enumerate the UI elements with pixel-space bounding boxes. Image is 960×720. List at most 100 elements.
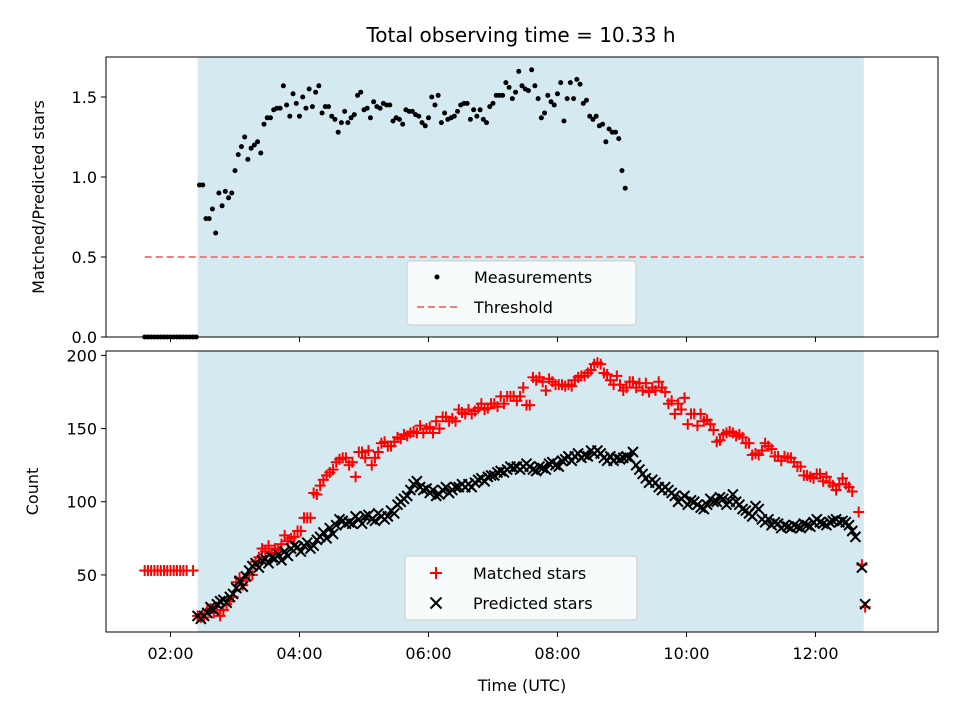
matched-star-point [714, 434, 726, 446]
measurement-point [326, 104, 332, 110]
ratio-y-tick-label: 0.0 [72, 328, 97, 347]
measurement-point [432, 102, 438, 108]
matched-star-point [524, 399, 536, 411]
measurement-point [451, 113, 457, 119]
measurement-point [464, 100, 470, 106]
predicted-star-point [359, 510, 371, 523]
predicted-star-point [201, 607, 213, 619]
measurement-point [419, 120, 425, 126]
x-tick-label: 10:00 [663, 644, 709, 663]
measurement-point [516, 68, 522, 74]
measurement-point [484, 120, 490, 126]
legend-predicted-marker [429, 596, 443, 610]
measurement-point [303, 105, 309, 111]
measurement-point [535, 96, 541, 102]
measurement-point [487, 104, 493, 110]
ratio-y-tick-label: 1.5 [72, 88, 97, 107]
predicted-star-point [846, 525, 858, 537]
measurement-point [506, 84, 512, 90]
matched-star-point [669, 408, 681, 420]
predicted-star-point [694, 501, 707, 514]
matched-star-point [537, 376, 549, 388]
predicted-star-point [256, 554, 268, 566]
predicted-star-point [788, 519, 800, 531]
measurement-point [222, 188, 228, 194]
matched-star-point [427, 427, 439, 439]
measurement-point [490, 100, 496, 106]
matched-star-point [682, 418, 694, 430]
measurement-point [293, 100, 299, 106]
matched-star-point [766, 443, 778, 455]
measurement-point [532, 83, 538, 89]
measurement-point [261, 121, 267, 127]
predicted-star-point [411, 475, 423, 487]
count-y-axis-label: Count [23, 468, 42, 516]
measurement-point [400, 121, 406, 127]
measurement-point [206, 216, 212, 222]
predicted-star-point [856, 561, 868, 574]
predicted-star-point [208, 604, 220, 616]
matched-star-point [837, 472, 849, 484]
matched-star-point [356, 446, 368, 458]
measurement-point [338, 120, 344, 126]
predicted-star-point [678, 490, 691, 502]
measurement-point [245, 156, 251, 162]
ratio-panel: 0.0 0.5 1.0 1.5 Matched/Predicted stars Mea… [29, 56, 939, 347]
predicted-star-point [346, 517, 359, 530]
measurement-points [142, 67, 628, 340]
x-tick-label: 06:00 [405, 644, 451, 663]
count-y-tick-label: 100 [66, 493, 97, 512]
predicted-star-point [307, 539, 320, 552]
measurement-point [242, 134, 248, 140]
predicted-star-point [620, 450, 633, 463]
ratio-legend-box [406, 260, 637, 326]
measurement-point [367, 115, 373, 121]
predicted-star-point [707, 496, 720, 508]
measurement-point [345, 120, 351, 126]
predicted-star-point [301, 537, 313, 549]
matched-star-point [601, 368, 613, 380]
measurement-point [429, 94, 435, 100]
predicted-star-point [282, 550, 294, 562]
matched-star-point [853, 506, 865, 518]
measurement-point [525, 88, 531, 94]
predicted-stars-points [191, 444, 871, 625]
measurement-point [232, 168, 238, 174]
predicted-star-point [427, 484, 439, 496]
predicted-star-point [533, 460, 546, 473]
matched-star-point [311, 488, 323, 500]
legend-threshold-label: Threshold [473, 298, 553, 317]
measurement-point [355, 92, 361, 98]
count-y-tick-label: 200 [66, 346, 97, 365]
measurement-point [619, 168, 625, 174]
measurement-point [471, 107, 477, 113]
measurement-point [480, 116, 486, 122]
measurement-point [300, 94, 306, 100]
predicted-star-point [798, 517, 810, 530]
predicted-star-point [836, 515, 849, 527]
measurement-point [574, 76, 580, 82]
legend-predicted-label: Predicted stars [473, 594, 593, 613]
measurement-point [583, 97, 589, 103]
measurement-point [309, 104, 315, 110]
matched-star-point [279, 529, 291, 541]
measurement-point [425, 115, 431, 121]
measurement-point [564, 96, 570, 102]
predicted-star-point [859, 598, 871, 610]
predicted-star-point [752, 503, 765, 515]
predicted-star-point [324, 522, 336, 534]
measurement-point [580, 100, 586, 106]
measurement-point [371, 99, 377, 105]
matched-star-point [737, 431, 749, 443]
predicted-star-point [388, 507, 401, 520]
matched-star-point [359, 452, 371, 464]
predicted-star-point [449, 481, 462, 493]
ratio-y-tick-label: 0.5 [72, 248, 97, 267]
measurement-point [455, 108, 461, 114]
measurement-point [422, 123, 428, 129]
matched-star-point [304, 512, 316, 524]
predicted-star-point [275, 554, 288, 566]
matched-star-point [340, 452, 352, 464]
ratio-legend: Measurements Threshold [406, 260, 637, 326]
measurement-point [229, 190, 235, 196]
